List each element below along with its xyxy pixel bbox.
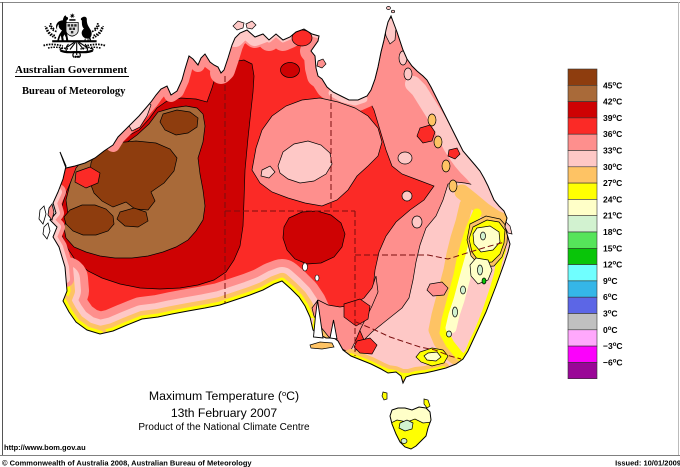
svg-text:42oC: 42oC xyxy=(603,97,622,107)
svg-text:30oC: 30oC xyxy=(603,162,622,172)
svg-text:12oC: 12oC xyxy=(603,260,622,270)
svg-text:21oC: 21oC xyxy=(603,211,622,221)
svg-text:Bureau of Meteorology: Bureau of Meteorology xyxy=(22,86,126,97)
svg-text:13th February 2007: 13th February 2007 xyxy=(171,406,278,420)
svg-text:3oC: 3oC xyxy=(603,309,618,319)
svg-text:18oC: 18oC xyxy=(603,227,622,237)
svg-text:15oC: 15oC xyxy=(603,243,622,253)
svg-text:27oC: 27oC xyxy=(603,178,622,188)
svg-text:39oC: 39oC xyxy=(603,113,622,123)
svg-text:© Commonwealth of Australia 20: © Commonwealth of Australia 2008, Austra… xyxy=(2,459,252,467)
svg-text:Product of the National Climat: Product of the National Climate Centre xyxy=(138,422,310,433)
svg-text:24oC: 24oC xyxy=(603,194,622,204)
svg-text:−3oC: −3oC xyxy=(603,341,623,351)
svg-text:9oC: 9oC xyxy=(603,276,618,286)
svg-text:−6oC: −6oC xyxy=(603,357,623,367)
svg-text:http://www.bom.gov.au: http://www.bom.gov.au xyxy=(4,443,86,452)
svg-text:6oC: 6oC xyxy=(603,292,618,302)
svg-text:33oC: 33oC xyxy=(603,146,622,156)
svg-text:45oC: 45oC xyxy=(603,80,622,90)
svg-text:Issued: 10/01/2009: Issued: 10/01/2009 xyxy=(615,459,680,467)
svg-text:0oC: 0oC xyxy=(603,325,618,335)
svg-text:Australian Government: Australian Government xyxy=(15,64,127,76)
svg-text:36oC: 36oC xyxy=(603,129,622,139)
svg-text:Maximum Temperature (oC): Maximum Temperature (oC) xyxy=(149,389,299,403)
